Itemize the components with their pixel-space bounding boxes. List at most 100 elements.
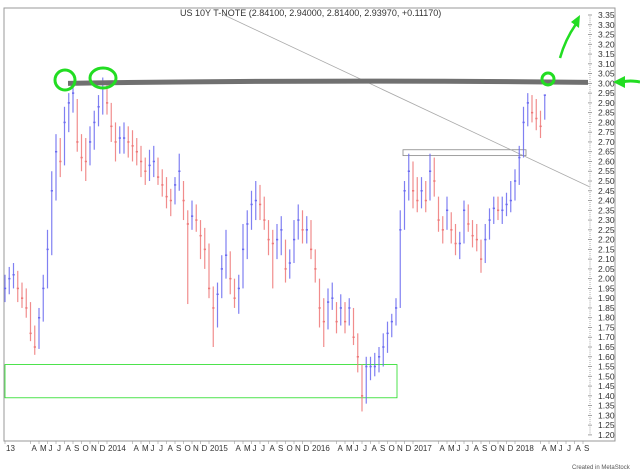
y-tick-label: 1.80 [598,313,615,323]
x-tick-label: A [236,444,242,453]
x-tick-label: A [168,444,174,453]
x-tick-label: A [32,444,38,453]
x-tick-label: J [355,444,359,453]
y-tick-label: 3.20 [598,39,615,49]
y-tick-label: 2.20 [598,235,615,245]
x-tick-label: D [202,444,208,453]
x-tick-label: J [363,444,367,453]
x-tick-label: S [380,444,385,453]
x-tick-label: J [159,444,163,453]
x-tick-label: J [57,444,61,453]
x-tick-label: O [83,444,89,453]
y-tick-label: 1.95 [598,283,615,293]
x-tick-label: J [49,444,53,453]
x-tick-label: J [253,444,257,453]
y-tick-label: 2.05 [598,264,615,274]
y-tick-label: 1.40 [598,391,615,401]
x-tick-label: 2016 [312,444,330,453]
x-tick-label: A [542,444,548,453]
highlight-circle [540,71,556,87]
y-tick-label: 1.55 [598,362,615,372]
x-tick-label: J [559,444,563,453]
y-tick-label: 3.10 [598,59,615,69]
x-tick-label: D [406,444,412,453]
y-tick-label: 1.35 [598,401,615,411]
y-tick-label: 3.00 [598,78,615,88]
x-tick-label: M [550,444,557,453]
chart-frame [3,7,616,442]
highlight-circle [88,66,118,90]
y-tick-label: 1.70 [598,332,615,342]
breakout-zone-box [402,149,527,157]
x-tick-label: D [508,444,514,453]
y-tick-label: 1.60 [598,352,615,362]
x-tick-label: A [576,444,582,453]
x-tick-label: J [261,444,265,453]
y-tick-label: 1.25 [598,420,615,430]
y-tick-label: 2.25 [598,225,615,235]
y-tick-label: 2.10 [598,254,615,264]
x-tick-label: M [244,444,251,453]
x-tick-label: D [304,444,310,453]
chart-title: US 10Y T-NOTE (2.84100, 2.94000, 2.81400… [180,8,441,18]
x-tick-label: A [270,444,276,453]
x-tick-label: 2017 [414,444,432,453]
y-tick-label: 2.00 [598,274,615,284]
y-tick-label: 3.30 [598,20,615,30]
x-tick-label: A [134,444,140,453]
x-tick-label: O [389,444,395,453]
x-tick-label: D [100,444,106,453]
y-tick-label: 1.85 [598,303,615,313]
x-tick-label: J [465,444,469,453]
y-tick-label: 2.15 [598,244,615,254]
y-tick-label: 2.85 [598,108,615,118]
y-tick-label: 2.90 [598,98,615,108]
y-tick-label: 2.40 [598,196,615,206]
downtrend-line [221,13,591,188]
x-tick-label: J [151,444,155,453]
y-tick-label: 1.30 [598,410,615,420]
x-tick-label: S [584,444,589,453]
price-bars [4,77,546,412]
x-tick-label: S [278,444,283,453]
y-tick-label: 3.05 [598,69,615,79]
x-tick-label: N [91,444,97,453]
support-zone-box [4,364,398,399]
up-arrowhead-icon [571,15,580,28]
x-tick-label: J [567,444,571,453]
y-tick-label: 3.15 [598,49,615,59]
x-tick-label: A [372,444,378,453]
x-tick-label: N [295,444,301,453]
x-tick-label: 2014 [108,444,126,453]
x-tick-label: J [457,444,461,453]
x-tick-label: O [491,444,497,453]
y-tick-label: 1.50 [598,371,615,381]
y-tick-label: 2.45 [598,186,615,196]
highlight-circle [53,68,77,92]
y-tick-label: 2.70 [598,137,615,147]
y-tick-label: 1.20 [598,430,615,440]
x-tick-label: M [448,444,455,453]
x-tick-label: A [338,444,344,453]
y-tick-label: 1.75 [598,322,615,332]
x-tick-label: 2018 [516,444,534,453]
x-tick-label: 2015 [210,444,228,453]
x-tick-label: N [397,444,403,453]
y-tick-label: 3.35 [598,10,615,20]
resistance-line [67,78,589,86]
up-arrow-icon [558,23,578,59]
x-tick-label: A [440,444,446,453]
y-tick-label: 2.50 [598,176,615,186]
y-tick-label: 2.75 [598,127,615,137]
x-tick-label: S [176,444,181,453]
y-tick-label: 2.80 [598,117,615,127]
x-tick-label: M [346,444,353,453]
y-tick-label: 2.95 [598,88,615,98]
y-tick-label: 2.35 [598,205,615,215]
x-tick-label: 13 [6,444,15,453]
x-tick-label: S [482,444,487,453]
x-tick-label: O [287,444,293,453]
left-arrowhead-icon [613,76,625,88]
y-tick-label: 1.90 [598,293,615,303]
y-tick-label: 2.55 [598,166,615,176]
